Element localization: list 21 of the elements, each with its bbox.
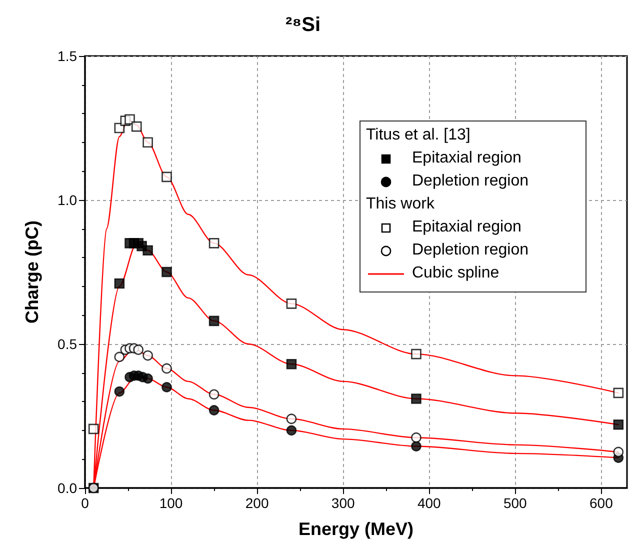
legend-label: Cubic spline — [412, 264, 500, 282]
legend-label: Epitaxial region — [412, 150, 522, 166]
legend-label: Depletion region — [412, 242, 529, 258]
x-tick-label: 400 — [417, 495, 442, 511]
chart-title: ²⁸Si — [285, 14, 321, 36]
x-tick-label: 100 — [159, 495, 183, 511]
x-axis-title: Energy (MeV) — [298, 519, 414, 539]
x-tick-label: 0 — [81, 495, 90, 511]
x-tick-label: 300 — [331, 495, 355, 511]
y-tick-label: 0.0 — [58, 480, 78, 496]
y-tick-label: 1.5 — [58, 48, 78, 64]
legend-label: Epitaxial region — [412, 218, 522, 236]
x-tick-label: 600 — [590, 495, 614, 511]
annotation: This work — [366, 196, 436, 212]
x-tick-label: 200 — [245, 495, 269, 511]
legend-label: Depletion region — [412, 172, 529, 190]
x-tick-label: 500 — [503, 495, 528, 511]
annotation: Titus et al. [13] — [366, 126, 470, 144]
y-axis-title: Charge (pC) — [22, 220, 42, 324]
y-tick-label: 1.0 — [58, 192, 78, 208]
y-tick-label: 0.5 — [58, 336, 78, 352]
